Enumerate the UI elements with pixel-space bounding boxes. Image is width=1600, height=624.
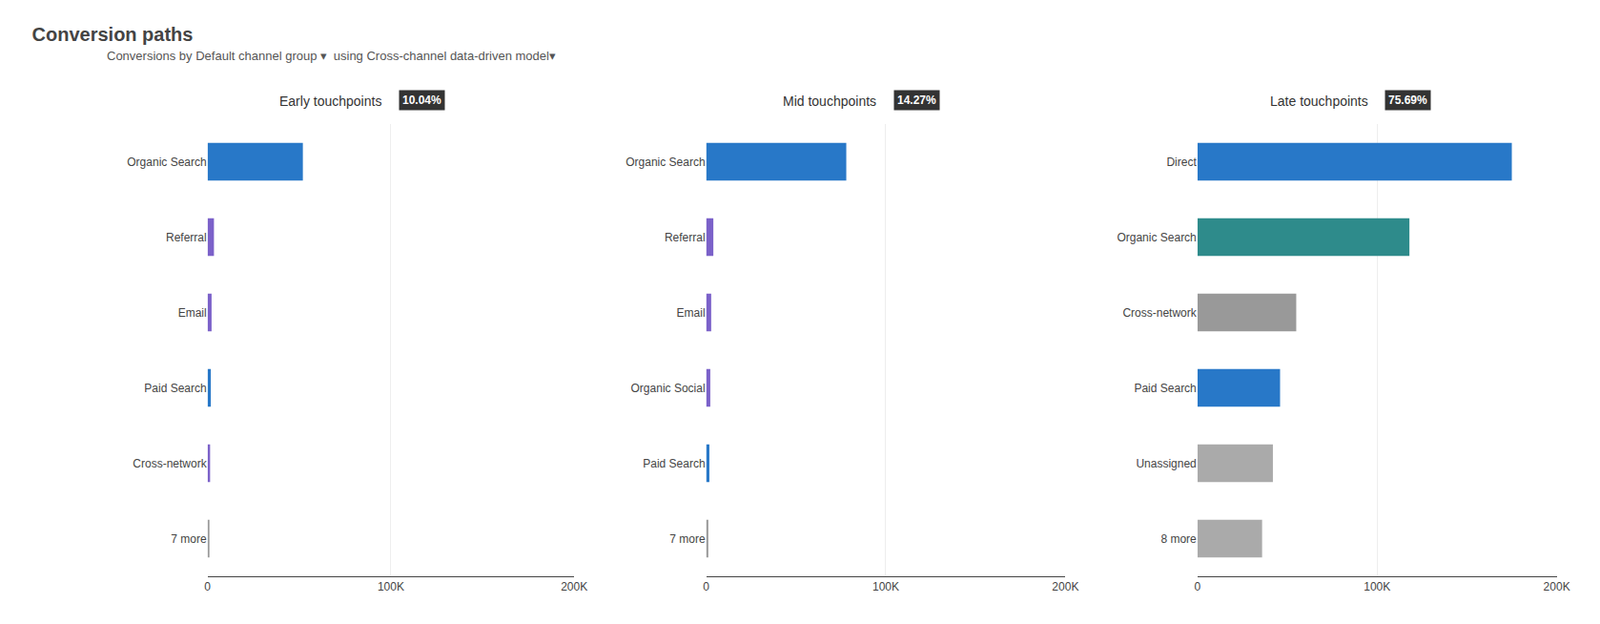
svg-text:0: 0 <box>702 579 710 594</box>
svg-text:Conversion paths: Conversion paths <box>32 23 194 45</box>
svg-text:Organic Search: Organic Search <box>625 155 705 169</box>
svg-text:Cross-network: Cross-network <box>1122 306 1197 320</box>
svg-text:Referral: Referral <box>165 230 207 245</box>
svg-text:Paid Search: Paid Search <box>143 381 206 395</box>
svg-text:Conversions by Default channel: Conversions by Default channel group ▾ u… <box>106 48 556 63</box>
svg-text:14.27%: 14.27% <box>897 93 937 107</box>
svg-text:200K: 200K <box>560 579 588 594</box>
svg-text:200K: 200K <box>1543 579 1571 594</box>
svg-text:100K: 100K <box>872 579 900 594</box>
svg-text:Cross-network: Cross-network <box>132 456 207 471</box>
svg-text:75.69%: 75.69% <box>1388 93 1428 107</box>
svg-text:200K: 200K <box>1051 579 1079 594</box>
svg-text:Early touchpoints: Early touchpoints <box>279 93 382 109</box>
svg-text:0: 0 <box>1193 579 1201 594</box>
svg-text:Referral: Referral <box>664 230 706 245</box>
svg-text:100K: 100K <box>377 579 405 594</box>
svg-text:Email: Email <box>178 306 207 320</box>
svg-text:Direct: Direct <box>1166 155 1197 169</box>
svg-text:Organic Search: Organic Search <box>1116 230 1196 245</box>
svg-text:Late touchpoints: Late touchpoints <box>1270 93 1369 109</box>
svg-text:Paid Search: Paid Search <box>642 456 705 471</box>
svg-text:Organic Search: Organic Search <box>126 155 206 169</box>
svg-text:8 more: 8 more <box>1160 532 1197 546</box>
svg-text:7 more: 7 more <box>669 532 706 546</box>
svg-text:Email: Email <box>676 306 706 320</box>
svg-text:7 more: 7 more <box>170 532 207 546</box>
svg-text:0: 0 <box>204 579 211 594</box>
svg-text:10.04%: 10.04% <box>402 93 442 107</box>
svg-text:100K: 100K <box>1363 579 1391 594</box>
svg-text:Unassigned: Unassigned <box>1135 456 1196 471</box>
svg-text:Mid touchpoints: Mid touchpoints <box>782 93 877 109</box>
svg-text:Organic Social: Organic Social <box>631 381 706 395</box>
svg-text:Paid Search: Paid Search <box>1133 381 1196 395</box>
